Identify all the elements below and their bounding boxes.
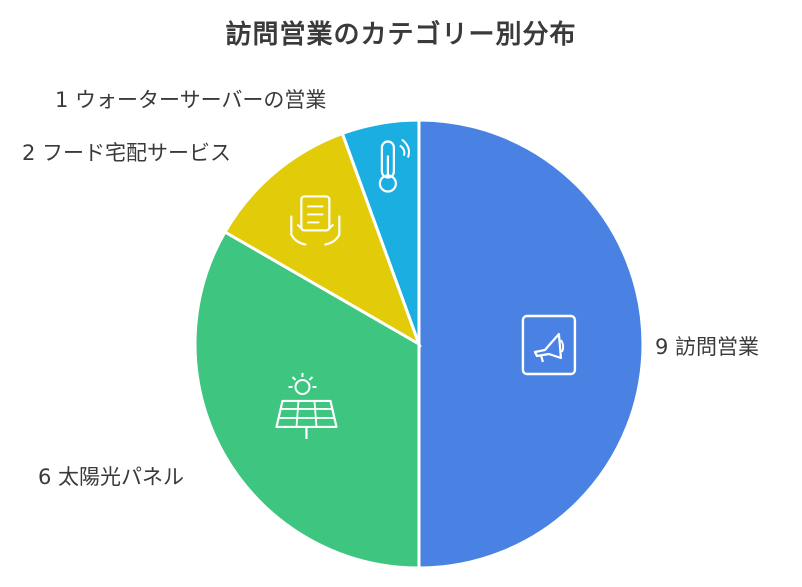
solar-panel-icon	[275, 372, 338, 439]
delivery-box-icon	[290, 195, 341, 246]
slice-label-1: 9 訪問営業	[655, 335, 759, 359]
pie-slice-4	[340, 118, 421, 345]
slice-label-2: 6 太陽光パネル	[38, 465, 184, 489]
pie-slice-3	[222, 131, 422, 348]
slice-label-4: 1 ウォーターサーバーの営業	[55, 88, 326, 112]
megaphone-document-icon	[521, 314, 577, 376]
chart-title: 訪問営業のカテゴリー別分布	[225, 20, 577, 50]
thermometer-icon	[378, 138, 411, 193]
pie-slice-1	[417, 118, 645, 570]
slice-label-3: 2 フード宅配サービス	[22, 141, 231, 165]
